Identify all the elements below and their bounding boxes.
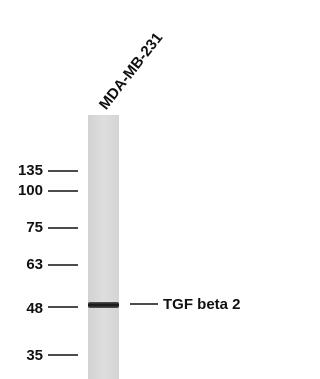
band-label: TGF beta 2 [163,296,241,313]
blot-figure: MDA-MB-231 135 100 75 63 48 35 TGF beta … [0,0,268,379]
marker-label: 48 [26,300,43,317]
marker-label: 135 [18,162,43,179]
marker-label: 75 [26,219,43,236]
marker-label: 100 [18,182,43,199]
lane [88,115,119,379]
band [88,302,119,308]
marker-label: 63 [26,256,43,273]
lane-label: MDA-MB-231 [96,30,166,113]
marker-ladder: 135 100 75 63 48 35 [18,162,78,364]
marker-label: 35 [26,347,43,364]
